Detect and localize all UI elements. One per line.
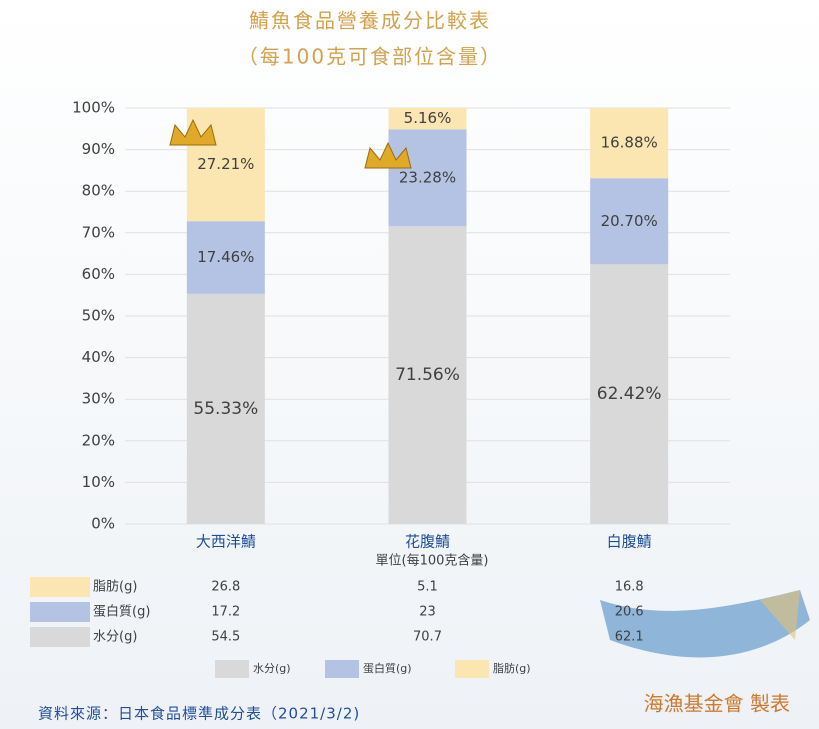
data-label: 20.70%	[601, 212, 658, 230]
credit: 海漁基金會 製表	[644, 692, 790, 716]
table-cell: 5.1	[417, 580, 438, 595]
fish-fin	[760, 590, 800, 640]
table-cell: 23	[419, 605, 436, 620]
table-cell: 20.6	[615, 605, 644, 620]
y-tick-label: 90%	[82, 140, 115, 158]
data-label: 16.88%	[601, 134, 658, 152]
y-tick-label: 80%	[82, 182, 115, 200]
fish-decoration	[600, 590, 810, 658]
table-cell: 62.1	[615, 630, 644, 645]
x-tick-label: 花腹鯖	[405, 533, 450, 551]
bar-segment	[388, 226, 467, 524]
data-label: 71.56%	[395, 365, 460, 385]
table-cell: 26.8	[211, 580, 240, 595]
legend-swatch	[455, 660, 489, 678]
data-label: 62.42%	[597, 384, 662, 404]
x-tick-label: 白腹鯖	[607, 533, 652, 551]
crown-icon	[364, 141, 412, 169]
unit-note: 單位(每100克含量)	[376, 553, 489, 569]
y-tick-label: 40%	[82, 348, 115, 366]
bar-segment	[186, 293, 265, 524]
data-label: 27.21%	[197, 155, 254, 173]
source: 資料來源：日本食品標準成分表（2021/3/2)	[38, 705, 360, 723]
legend-label: 脂肪(g)	[493, 661, 531, 675]
table-row-label: 蛋白質(g)	[93, 604, 150, 620]
table-cell: 16.8	[615, 580, 644, 595]
legend-swatch	[215, 660, 249, 678]
bar-segment	[388, 129, 467, 227]
y-tick-label: 60%	[82, 265, 115, 283]
table-swatch	[30, 577, 90, 597]
data-label: 23.28%	[399, 168, 456, 186]
table-row-label: 脂肪(g)	[93, 579, 137, 595]
bar-segment	[388, 108, 467, 130]
chart-title: 鯖魚食品營養成分比較表	[249, 9, 491, 33]
table-swatch	[30, 602, 90, 622]
table-swatch	[30, 627, 90, 647]
crown-icon	[169, 118, 217, 146]
chart-subtitle: （每100克可食部位含量）	[238, 45, 502, 69]
x-tick-label: 大西洋鯖	[196, 533, 256, 551]
y-tick-label: 100%	[72, 99, 115, 117]
table-cell: 70.7	[413, 630, 442, 645]
table-cell: 54.5	[211, 630, 240, 645]
data-label: 17.46%	[197, 248, 254, 266]
bar-segment	[590, 108, 669, 179]
legend-label: 水分(g)	[253, 662, 291, 675]
table-row-label: 水分(g)	[93, 630, 137, 645]
legend-label: 蛋白質(g)	[363, 661, 412, 675]
y-tick-label: 0%	[91, 515, 115, 533]
data-label: 5.16%	[404, 109, 452, 127]
bar-segment	[590, 178, 669, 265]
y-tick-label: 20%	[82, 431, 115, 449]
bar-segment	[590, 264, 669, 524]
y-tick-label: 10%	[82, 473, 115, 491]
legend-swatch	[325, 660, 359, 678]
table-cell: 17.2	[211, 605, 240, 620]
data-label: 55.33%	[193, 399, 258, 419]
bar-segment	[186, 221, 265, 294]
y-tick-label: 70%	[82, 223, 115, 241]
y-tick-label: 50%	[82, 307, 115, 325]
bar-segment	[186, 108, 265, 222]
y-tick-label: 30%	[82, 390, 115, 408]
